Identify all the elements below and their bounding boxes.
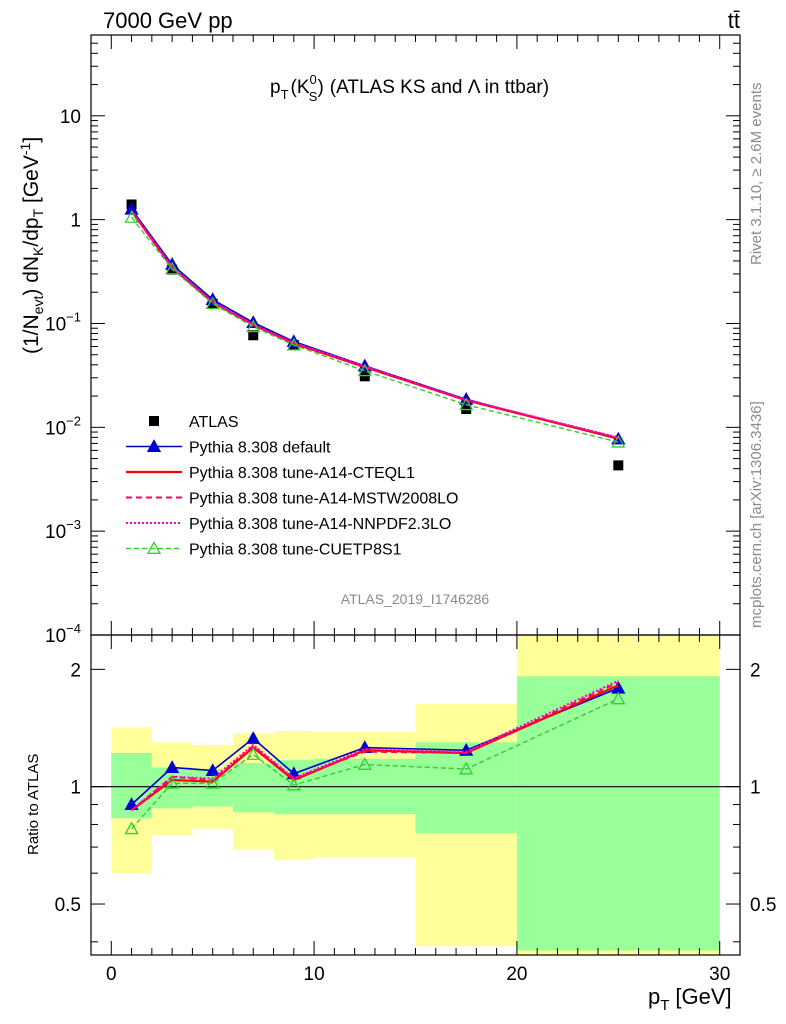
title-close: ) — [317, 77, 323, 98]
process-label: tt̄ — [728, 8, 740, 33]
x-tick-label: 30 — [709, 964, 730, 985]
main-point-cuetp8s1 — [459, 397, 474, 411]
ratio-point-default — [246, 731, 261, 744]
ratio-point-cuetp8s1 — [611, 691, 626, 705]
legend-label-cteql1: Pythia 8.308 tune-A14-CTEQL1 — [189, 465, 415, 482]
legend-label-nnpdf: Pythia 8.308 tune-A14-NNPDF2.3LO — [189, 516, 451, 533]
title-pt: p — [270, 77, 281, 98]
analysis-id-label: ATLAS_2019_I1746286 — [341, 591, 490, 607]
legend-label-default: Pythia 8.308 default — [189, 440, 331, 457]
x-tick-label: 0 — [106, 964, 117, 985]
x-axis-label: pT [GeV] — [648, 984, 732, 1014]
main-y-tick-label: 10−1 — [45, 309, 81, 335]
ratio-point-cuetp8s1 — [165, 776, 180, 789]
legend-item-mstw: Pythia 8.308 tune-A14-MSTW2008LO — [126, 491, 458, 508]
ratio-y-tick-label-left: 2 — [70, 660, 81, 681]
main-point-cuetp8s1 — [286, 337, 301, 351]
main-panel-series — [124, 199, 626, 471]
legend-label-cuetp8s1: Pythia 8.308 tune-CUETP8S1 — [189, 542, 402, 559]
mcplots-label: mcplots.cern.ch [arXiv:1306.3436] — [748, 401, 765, 628]
ratio-line-cteql1 — [130, 684, 619, 812]
ratio-point-default — [205, 763, 220, 777]
x-tick-label: 10 — [304, 964, 325, 985]
main-point-cuetp8s1 — [165, 261, 180, 275]
title-arg-sup: 0 — [310, 72, 317, 87]
legend-marker-atlas — [149, 416, 159, 426]
main-y-tick-label: 10−4 — [45, 621, 81, 647]
legend-item-cuetp8s1: Pythia 8.308 tune-CUETP8S1 — [126, 541, 402, 559]
main-y-tick-label: 1 — [70, 211, 81, 232]
main-point-cuetp8s1 — [246, 319, 261, 333]
ratio-point-cuetp8s1 — [286, 777, 301, 791]
main-series-default — [124, 201, 626, 445]
main-series-cteql1 — [130, 210, 619, 440]
ratio-panel-series — [124, 679, 626, 835]
ratio-y-axis-label: Ratio to ATLAS — [25, 754, 42, 855]
ratio-series-cuetp8s1 — [124, 691, 626, 835]
energy-label: 7000 GeV pp — [103, 8, 233, 33]
green-band-7 — [516, 676, 720, 951]
legend-marker-cuetp8s1 — [146, 541, 162, 554]
ratio-y-tick-label-right: 2 — [750, 660, 761, 681]
main-point-cuetp8s1 — [124, 210, 139, 223]
main-y-tick-label: 10 — [60, 107, 81, 128]
legend-item-atlas: ATLAS — [149, 414, 239, 431]
x-tick-label: 20 — [506, 964, 527, 985]
main-line-cteql1 — [130, 210, 619, 440]
legend-marker-default — [146, 439, 162, 452]
legend: ATLAS Pythia 8.308 default Pythia 8.308 tu… — [126, 414, 458, 559]
ratio-point-cuetp8s1 — [205, 776, 220, 789]
main-series-nnpdf — [130, 210, 619, 439]
ratio-y-tick-label-left: 1 — [70, 778, 81, 799]
main-line-nnpdf — [130, 210, 619, 439]
main-series-mstw — [130, 210, 619, 439]
main-y-tick-label: 10−2 — [45, 413, 81, 439]
main-series-cuetp8s1 — [124, 210, 626, 448]
ratio-point-cuetp8s1 — [459, 761, 474, 775]
ratio-uncertainty-bands — [91, 635, 740, 955]
green-band-3 — [232, 763, 274, 813]
axes: 0 10 20 30 10−4 10−3 10−2 10−1 1 10 0.5 0.5 1 1 2 2 — [45, 34, 776, 985]
ratio-line-cuetp8s1 — [131, 698, 619, 830]
ratio-point-cuetp8s1 — [246, 747, 261, 760]
main-point-cuetp8s1 — [205, 296, 220, 310]
ratio-point-cuetp8s1 — [357, 757, 372, 770]
main-point-atlas — [248, 330, 259, 341]
ratio-point-default — [165, 760, 180, 773]
main-point-cuetp8s1 — [357, 363, 372, 377]
ratio-series-nnpdf — [130, 679, 619, 812]
main-y-axis-label: (1/Nevt) dNK/dpT [GeV-1] — [17, 137, 46, 354]
main-line-mstw — [130, 210, 619, 439]
ratio-y-tick-label-right: 1 — [750, 778, 761, 799]
ratio-line-default — [131, 687, 619, 806]
ratio-line-nnpdf — [130, 679, 619, 812]
main-y-tick-label: 10−3 — [45, 517, 81, 543]
title-arg: (K — [291, 77, 310, 98]
main-line-cuetp8s1 — [131, 217, 619, 443]
rivet-version-label: Rivet 3.1.10, ≥ 2.6M events — [748, 83, 765, 266]
main-line-default — [130, 208, 619, 440]
title-arg-sub: S — [309, 89, 318, 104]
legend-item-nnpdf: Pythia 8.308 tune-A14-NNPDF2.3LO — [126, 516, 451, 533]
legend-item-default: Pythia 8.308 default — [126, 439, 331, 457]
ratio-series-cteql1 — [130, 684, 619, 812]
ratio-y-tick-label-right: 0.5 — [750, 895, 776, 916]
plot-title: pT (K0 S) (ATLAS KS and Λ in ttbar) — [270, 72, 549, 104]
legend-label-mstw: Pythia 8.308 tune-A14-MSTW2008LO — [189, 491, 458, 508]
title-pt-sub: T — [281, 87, 289, 102]
legend-label-atlas: ATLAS — [189, 414, 239, 431]
main-point-default — [124, 201, 139, 215]
green-band-6 — [415, 742, 517, 834]
ratio-point-cuetp8s1 — [124, 821, 139, 835]
title-rest: (ATLAS KS and Λ in ttbar) — [330, 77, 549, 98]
main-point-cuetp8s1 — [611, 434, 626, 448]
ratio-y-tick-label-left: 0.5 — [55, 895, 81, 916]
legend-item-cteql1: Pythia 8.308 tune-A14-CTEQL1 — [126, 465, 415, 482]
main-point-atlas — [613, 460, 624, 471]
main-point-atlas — [359, 371, 370, 382]
